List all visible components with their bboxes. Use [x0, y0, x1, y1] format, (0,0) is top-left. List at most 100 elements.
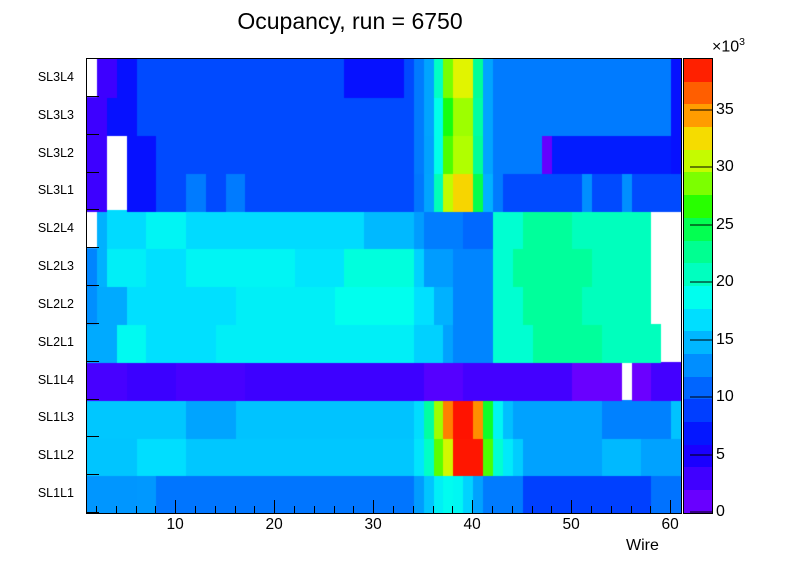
- heatmap-plot-area[interactable]: [86, 58, 682, 514]
- x-axis-tick-label: 20: [265, 516, 283, 533]
- palette-swatch: [684, 263, 712, 286]
- x-axis-tick: [452, 506, 454, 513]
- y-axis-tick: [86, 95, 99, 97]
- x-axis-tick-label: 50: [562, 516, 580, 533]
- z-axis-tick: [690, 166, 712, 168]
- x-axis-tick: [214, 506, 216, 513]
- palette-swatch: [684, 331, 712, 354]
- y-axis-tick: [86, 209, 99, 211]
- x-axis-tick: [590, 506, 592, 513]
- z-axis-tick-label: 5: [716, 445, 725, 463]
- x-axis-tick: [313, 506, 315, 513]
- x-axis-tick: [155, 506, 157, 513]
- x-axis-tick: [472, 500, 474, 513]
- x-axis-tick: [670, 500, 672, 513]
- palette-swatch: [684, 104, 712, 128]
- palette-swatch: [684, 353, 712, 377]
- y-axis-tick: [86, 285, 99, 286]
- y-axis-tick: [86, 474, 99, 476]
- y-axis-label-sl2l1: SL2L1: [37, 334, 74, 349]
- palette-swatch: [684, 467, 712, 491]
- z-axis-tick-label: 30: [716, 158, 734, 176]
- page-title: Ocupancy, run = 6750: [237, 8, 463, 34]
- x-axis-tick: [630, 506, 632, 513]
- palette-swatch: [684, 172, 712, 196]
- x-axis-tick: [234, 506, 236, 513]
- color-palette-bar: [683, 58, 713, 514]
- y-axis-label-sl1l1: SL1L1: [37, 486, 74, 501]
- palette-swatch: [684, 399, 712, 422]
- x-axis-tick: [115, 506, 117, 513]
- palette-swatch: [684, 127, 712, 150]
- palette-swatch: [684, 59, 712, 82]
- y-axis-tick: [86, 360, 99, 362]
- y-axis-tick: [86, 247, 99, 249]
- palette-swatch: [684, 195, 712, 218]
- x-axis-tick: [333, 506, 335, 513]
- x-axis-title: Wire: [626, 537, 659, 554]
- x-axis-tick: [175, 500, 177, 513]
- z-exponent-base: ×10: [712, 38, 740, 56]
- x-axis-tick: [353, 506, 355, 513]
- palette-swatch: [684, 240, 712, 264]
- palette-swatch: [684, 444, 712, 468]
- z-axis-tick: [690, 281, 712, 283]
- palette-swatch: [684, 422, 712, 445]
- y-axis-label-sl3l2: SL3L2: [37, 145, 74, 160]
- x-axis-tick: [432, 506, 434, 513]
- y-axis-labels: SL1L1 SL1L2 SL1L3 SL1L4 SL2L1 SL2L2 SL2L3 SL2L4…: [0, 0, 82, 572]
- x-axis-tick: [95, 506, 97, 513]
- x-axis-tick: [571, 500, 573, 513]
- x-axis-tick: [274, 500, 276, 513]
- x-axis-tick: [610, 506, 612, 513]
- x-axis-tick: [491, 506, 493, 513]
- palette-swatch: [684, 490, 712, 513]
- x-axis-tick: [135, 506, 137, 513]
- x-axis-tick: [254, 506, 256, 513]
- z-axis-tick-label: 35: [716, 100, 734, 118]
- y-axis-label-sl2l2: SL2L2: [37, 296, 74, 311]
- z-axis-exponent: ×103: [712, 36, 745, 56]
- palette-swatch: [684, 149, 712, 173]
- z-axis-tick-label: 15: [716, 330, 734, 348]
- y-axis-label-sl2l3: SL2L3: [37, 259, 74, 274]
- palette-swatch: [684, 217, 712, 241]
- z-axis-tick: [690, 511, 712, 513]
- x-axis-tick: [650, 506, 652, 513]
- y-axis-label-sl2l4: SL2L4: [37, 221, 74, 236]
- x-axis-tick: [531, 506, 533, 513]
- z-axis-tick: [690, 396, 712, 398]
- x-axis-tick: [551, 506, 553, 513]
- y-axis-label-sl3l1: SL3L1: [37, 183, 74, 198]
- z-axis-tick: [690, 339, 712, 341]
- z-exponent-power: 3: [739, 36, 745, 48]
- y-axis-tick: [86, 171, 99, 173]
- x-axis-tick: [392, 506, 394, 513]
- x-axis-tick-label: 10: [166, 516, 184, 533]
- palette-swatch: [684, 81, 712, 105]
- x-axis-tick-label: 40: [463, 516, 481, 533]
- z-axis-tick-label: 20: [716, 273, 734, 291]
- y-axis-tick: [86, 133, 99, 135]
- z-axis-tick: [690, 224, 712, 226]
- y-axis-tick: [86, 322, 99, 324]
- x-axis-tick: [511, 506, 513, 513]
- x-axis-tick: [373, 500, 375, 513]
- x-axis-tick: [293, 506, 295, 513]
- z-axis-tick: [690, 109, 712, 111]
- z-axis-tick-label: 25: [716, 215, 734, 233]
- x-axis-tick: [194, 506, 196, 513]
- z-axis-tick-label: 10: [716, 388, 734, 406]
- y-axis-tick: [86, 512, 99, 513]
- y-axis-tick: [86, 436, 99, 438]
- palette-swatch: [684, 285, 712, 309]
- x-axis-tick-label: 30: [364, 516, 382, 533]
- x-axis-tick-label: 60: [661, 516, 679, 533]
- y-axis-label-sl1l2: SL1L2: [37, 448, 74, 463]
- heatmap-canvas[interactable]: [87, 59, 681, 513]
- palette-swatch: [684, 308, 712, 332]
- x-axis-tick: [412, 506, 414, 513]
- y-axis-label-sl3l3: SL3L3: [37, 107, 74, 122]
- palette-swatch: [684, 376, 712, 400]
